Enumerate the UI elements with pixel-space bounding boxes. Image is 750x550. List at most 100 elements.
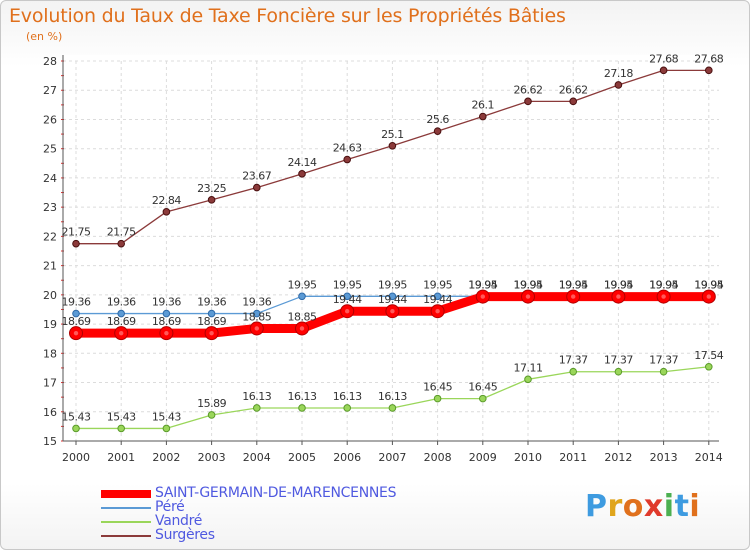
data-label: 18.69 (197, 315, 226, 328)
x-tick-label: 2000 (62, 451, 90, 464)
data-label: 21.75 (107, 226, 136, 239)
data-label: 21.75 (62, 226, 91, 239)
logo-letter: o (622, 489, 644, 524)
data-point (659, 367, 668, 376)
data-label: 24.63 (333, 142, 362, 155)
data-point (295, 321, 309, 336)
data-label: 17.54 (694, 349, 723, 362)
x-tick-label: 2014 (695, 451, 723, 464)
data-point (298, 170, 306, 178)
data-point (117, 239, 125, 248)
data-label: 19.95 (288, 278, 317, 291)
data-label: 16.45 (423, 381, 452, 394)
plot-area (63, 55, 719, 441)
data-point (475, 289, 490, 304)
data-point (388, 292, 397, 301)
data-point-highlight (164, 330, 169, 336)
data-point-highlight (706, 294, 711, 299)
data-point (343, 292, 352, 301)
legend-label: Vandré (155, 513, 203, 529)
y-tick-label: 18 (43, 347, 57, 360)
y-tick-label: 24 (43, 172, 57, 185)
data-point (343, 404, 352, 412)
data-label: 19.95 (694, 278, 723, 291)
y-tick-label: 27 (43, 84, 57, 97)
data-point-highlight (571, 294, 576, 299)
data-label: 25.6 (426, 113, 449, 126)
legend-label: Surgères (155, 527, 215, 543)
data-point (433, 127, 442, 135)
data-label: 19.95 (559, 278, 588, 291)
data-point (253, 309, 261, 318)
data-label: 24.14 (288, 156, 317, 169)
data-point (298, 404, 306, 412)
data-label: 23.25 (197, 182, 226, 195)
legend-swatch (101, 507, 151, 509)
legend-swatch (101, 535, 151, 537)
logo-letter: x (643, 489, 664, 524)
x-tick-label: 2002 (152, 451, 180, 464)
data-point (207, 196, 216, 204)
data-point (159, 326, 174, 341)
x-tick-label: 2003 (198, 451, 226, 464)
data-label: 19.44 (333, 293, 362, 306)
data-label: 18.85 (288, 310, 317, 323)
logo-letter: r (607, 489, 623, 524)
data-label: 19.36 (107, 296, 136, 309)
y-tick-label: 21 (43, 260, 57, 273)
data-label: 18.69 (62, 315, 91, 328)
logo-letter: P (585, 489, 608, 524)
data-label: 16.45 (468, 381, 497, 394)
data-point (479, 112, 487, 121)
data-point-highlight (661, 294, 666, 299)
data-point (207, 309, 216, 318)
data-label: 18.69 (152, 315, 181, 328)
data-label: 19.36 (242, 296, 271, 309)
data-point (614, 367, 623, 376)
logo-letter: i (663, 489, 675, 524)
data-point (72, 309, 80, 318)
data-label: 19.94 (604, 279, 633, 292)
data-point (204, 326, 219, 341)
data-point (388, 141, 397, 150)
data-label: 16.13 (288, 390, 317, 403)
data-point (524, 97, 532, 106)
data-point (162, 208, 171, 216)
x-tick-label: 2001 (107, 451, 135, 464)
x-tick-label: 2011 (559, 451, 587, 464)
data-point (72, 239, 80, 248)
data-point-highlight (209, 330, 214, 336)
data-label: 26.62 (559, 83, 588, 96)
data-point (117, 309, 125, 318)
data-point (162, 309, 171, 318)
data-label: 19.94 (694, 279, 723, 292)
data-point (611, 289, 626, 304)
data-label: 15.89 (197, 397, 226, 410)
data-point-highlight (480, 294, 485, 299)
data-label: 19.44 (378, 293, 407, 306)
data-point (253, 183, 261, 192)
y-tick-label: 22 (43, 230, 57, 243)
data-label: 19.95 (378, 278, 407, 291)
data-label: 18.69 (107, 315, 136, 328)
data-point-highlight (525, 294, 531, 299)
data-point (705, 362, 713, 371)
data-label: 19.95 (649, 278, 678, 291)
y-tick-label: 16 (43, 406, 57, 419)
data-point-highlight (73, 330, 79, 336)
data-point (433, 292, 442, 301)
data-point (162, 424, 171, 433)
data-point (343, 155, 352, 164)
data-point (614, 81, 623, 89)
data-point (117, 424, 125, 433)
data-point (385, 304, 400, 319)
data-label: 19.36 (62, 296, 91, 309)
x-tick-label: 2006 (333, 451, 361, 464)
x-tick-label: 2004 (243, 451, 271, 464)
data-point-highlight (254, 326, 259, 331)
data-label: 19.36 (197, 296, 226, 309)
data-point-highlight (345, 309, 350, 314)
x-tick-label: 2005 (288, 451, 316, 464)
logo-letter: i (689, 489, 701, 524)
data-label: 19.36 (152, 296, 181, 309)
